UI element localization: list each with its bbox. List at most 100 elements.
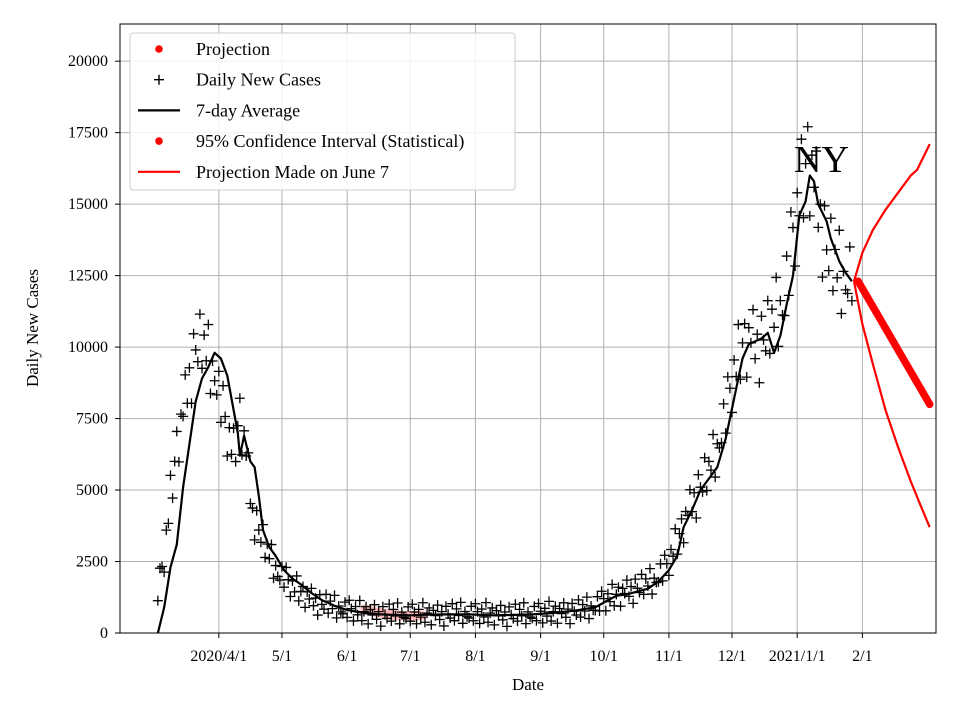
daily-cases-marker (802, 121, 813, 132)
daily-cases-marker (434, 614, 445, 625)
daily-cases-marker (836, 308, 847, 319)
projection-point (925, 400, 934, 409)
daily-cases-marker (413, 604, 424, 615)
daily-cases-marker (748, 304, 759, 315)
daily-cases-marker (466, 601, 477, 612)
daily-cases-marker (787, 222, 798, 233)
daily-cases-marker (312, 610, 323, 621)
x-axis-label: Date (512, 675, 544, 694)
legend-label: Projection Made on June 7 (196, 162, 389, 182)
daily-cases-marker (560, 612, 571, 623)
daily-cases-marker (510, 599, 521, 610)
daily-cases-marker (712, 438, 723, 449)
daily-cases-marker (804, 210, 815, 221)
daily-cases-marker (766, 304, 777, 315)
daily-cases-marker (661, 558, 672, 569)
daily-cases-marker (762, 295, 773, 306)
daily-cases-marker (581, 592, 592, 603)
y-tick-label: 5000 (76, 482, 108, 499)
daily-cases-marker (369, 599, 380, 610)
daily-cases-marker (161, 525, 172, 536)
daily-cases-marker (701, 485, 712, 496)
daily-cases-marker (760, 345, 771, 356)
daily-cases-marker (199, 330, 210, 341)
daily-cases-marker (417, 597, 428, 608)
daily-cases-marker (440, 601, 451, 612)
daily-cases-marker (354, 595, 365, 606)
daily-cases-marker (203, 319, 214, 330)
daily-cases-marker (785, 207, 796, 218)
plot-area (152, 121, 934, 634)
daily-cases-marker (171, 426, 182, 437)
daily-cases-marker (708, 429, 719, 440)
daily-cases-marker (752, 329, 763, 340)
x-tick-label: 11/1 (655, 648, 683, 665)
daily-cases-marker (626, 581, 637, 592)
daily-cases-marker (775, 295, 786, 306)
daily-cases-marker (197, 363, 208, 374)
daily-cases-marker (300, 602, 311, 613)
legend-dot-icon (155, 137, 163, 145)
daily-cases-marker (533, 598, 544, 609)
daily-cases-marker (514, 604, 525, 615)
daily-cases-marker (270, 560, 281, 571)
daily-cases-marker (304, 594, 315, 605)
daily-cases-marker (663, 570, 674, 581)
daily-cases-marker (480, 597, 491, 608)
legend-box (129, 32, 516, 191)
daily-cases-marker (283, 574, 294, 585)
daily-cases-marker (607, 579, 618, 590)
daily-cases-marker (468, 615, 479, 626)
daily-cases-marker (403, 601, 414, 612)
daily-cases-marker (245, 498, 256, 509)
daily-cases-marker (152, 595, 163, 606)
daily-cases-marker (230, 456, 241, 467)
x-tick-label: 2021/1/1 (769, 648, 826, 665)
y-tick-label: 0 (100, 625, 108, 642)
daily-cases-marker (806, 150, 817, 161)
daily-cases-marker (577, 599, 588, 610)
daily-cases-marker (756, 311, 767, 322)
daily-cases-marker (457, 618, 468, 629)
x-tick-label: 2020/4/1 (190, 648, 247, 665)
daily-cases-marker (800, 158, 811, 169)
daily-cases-marker (470, 598, 481, 609)
daily-cases-marker (180, 369, 191, 380)
daily-cases-marker (754, 377, 765, 388)
daily-cases-marker (520, 618, 531, 629)
daily-cases-marker (348, 615, 359, 626)
daily-cases-marker (764, 348, 775, 359)
daily-cases-marker (729, 354, 740, 365)
projection-lower-line (852, 281, 931, 528)
daily-cases-marker (285, 591, 296, 602)
daily-cases-marker (432, 600, 443, 611)
axis-ticks: 2020/4/1 5/1 6/1 7/1 8/1 9/1 10/1 11/1 12/1 2021/… (68, 53, 873, 665)
daily-cases-marker (796, 134, 807, 145)
daily-cases-marker (249, 534, 260, 545)
x-tick-label: 10/1 (589, 648, 617, 665)
daily-cases-marker (476, 604, 487, 615)
daily-cases-marker (224, 422, 235, 433)
daily-cases-marker (386, 616, 397, 627)
daily-cases-marker (771, 272, 782, 283)
daily-cases-marker (710, 472, 721, 483)
daily-cases-marker (743, 322, 754, 333)
daily-cases-marker (371, 614, 382, 625)
daily-cases-marker (842, 288, 853, 299)
daily-cases-marker (741, 372, 752, 383)
y-tick-label: 20000 (68, 53, 108, 70)
daily-cases-marker (234, 393, 245, 404)
daily-cases-marker (157, 561, 168, 572)
daily-cases-marker (394, 618, 405, 629)
daily-cases-marker (640, 573, 651, 584)
daily-cases-marker (558, 597, 569, 608)
daily-cases-marker (670, 523, 681, 534)
y-tick-label: 17500 (68, 125, 108, 142)
daily-cases-marker (329, 590, 340, 601)
daily-cases-marker (550, 601, 561, 612)
daily-cases-marker (356, 615, 367, 626)
x-tick-label: 6/1 (337, 648, 357, 665)
daily-cases-marker (192, 356, 203, 367)
daily-cases-marker (531, 615, 542, 626)
